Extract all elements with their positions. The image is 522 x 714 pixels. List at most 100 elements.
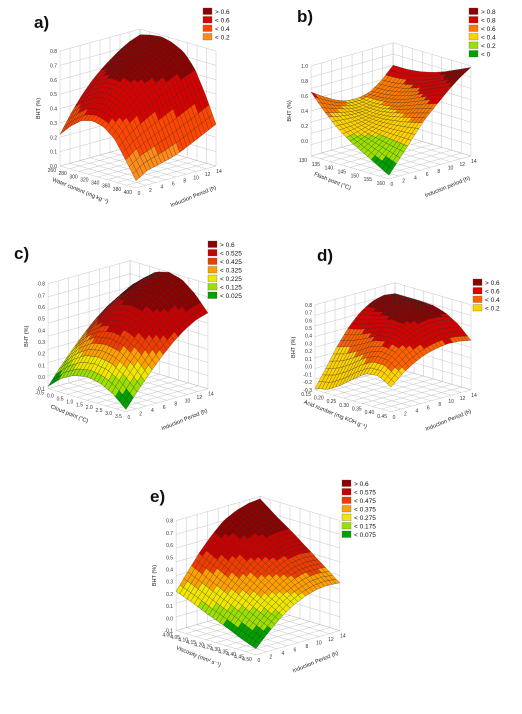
wall-gridline (310, 65, 394, 89)
legend: > 0.6< 0.575 < 0.475< 0.375 < 0.275< 0.175… (341, 479, 376, 539)
z-tick-label: -0.1 (303, 372, 312, 378)
z-tick-label: 0.7 (305, 311, 312, 317)
y-tick-label: 4.45 (234, 654, 244, 660)
legend-label: < 0.025 (220, 293, 242, 300)
x-tick-label: 14 (216, 169, 222, 175)
wall-gridline (176, 496, 261, 521)
y-tick-label: 155 (364, 177, 373, 183)
x-tick-label: 4 (151, 408, 154, 414)
x-tick-label: 10 (448, 399, 454, 405)
z-tick-label: 0.7 (166, 531, 173, 537)
z-tick-label: 0.4 (166, 567, 173, 573)
y-tick-label: 4.00 (162, 633, 172, 639)
x-tick-label: 4 (282, 651, 285, 657)
y-tick-label: 0.5 (57, 396, 64, 402)
legend-label: > 0.6 (215, 9, 230, 16)
z-tick-label: 0.4 (301, 109, 308, 115)
z-tick-label: 0.2 (305, 349, 312, 355)
z-tick-label: 0.8 (50, 49, 57, 55)
z-tick-label: 0.0 (166, 616, 173, 622)
z-tick-label: 0.3 (166, 580, 173, 586)
z-tick-label: 0.2 (301, 124, 308, 130)
legend-swatch (468, 50, 479, 58)
plot-area: 024681012144.004.054.104.154.204.254.304… (152, 496, 346, 674)
legend-label: < 0.4 (481, 34, 496, 41)
legend-label: < 0.375 (354, 506, 376, 513)
z-axis-label: BHT (%) (24, 325, 30, 346)
legend-swatch (468, 24, 479, 32)
legend-label: < 0.4 (215, 26, 230, 33)
x-tick-label: 6 (427, 405, 430, 411)
y-tick-label: 0.40 (365, 410, 375, 416)
x-axis-label: Induction Period (h) (425, 409, 473, 433)
plot-area: 0 2 4 6 8 10 12 14 130 135 140 145 150 155 160 0.0 0.2 0.… (287, 42, 477, 200)
z-tick-label: 0.5 (50, 92, 57, 98)
floor-gridline (394, 367, 472, 390)
z-axis-label: BHT (%) (291, 336, 297, 357)
y-tick-label: 4.15 (186, 640, 196, 646)
legend-label: > 0.6 (354, 481, 369, 488)
wall-gridline (310, 53, 394, 78)
surface-chart-d: 0 2 4 6 8 10 12 14 0.150.200.250.300.350.400.45 -… (291, 246, 500, 433)
y-tick-label: 0.20 (314, 395, 324, 401)
legend-label: < 0.4 (485, 297, 500, 304)
y-tick-label: 135 (312, 162, 321, 168)
legend-swatch (341, 522, 352, 530)
x-tick-label: 8 (438, 402, 441, 408)
y-tick-label: 360 (102, 184, 111, 190)
legend-swatch (468, 7, 479, 15)
x-tick-label: 8 (306, 644, 309, 650)
z-tick-label: 0.2 (50, 135, 57, 141)
surface-mesh (59, 34, 217, 182)
wall-gridline (314, 282, 396, 305)
wall-gridline (392, 42, 472, 67)
legend-swatch (341, 479, 352, 487)
z-axis-label: BHT (%) (36, 98, 42, 119)
panel-label: e) (150, 487, 165, 506)
z-tick-label: 0.5 (38, 317, 45, 323)
y-tick-label: 260 (48, 168, 57, 174)
legend-swatch (472, 304, 483, 312)
legend-swatch (207, 291, 218, 299)
legend-swatch (207, 274, 218, 282)
z-tick-label: 0.6 (38, 305, 45, 311)
legend-swatch (472, 287, 483, 295)
legend-swatch (468, 16, 479, 24)
x-tick-label: 10 (193, 175, 199, 181)
legend-label: < 0.6 (215, 17, 230, 24)
z-tick-label: 0.8 (301, 79, 308, 85)
wall-gridline (59, 28, 141, 52)
y-tick-label: 160 (377, 181, 386, 187)
y-tick-label: 340 (91, 181, 100, 187)
y-tick-label: 300 (69, 174, 78, 180)
x-tick-label: 6 (172, 182, 175, 188)
z-tick-label: 0.7 (38, 293, 45, 299)
panel-label: c) (14, 244, 29, 263)
x-tick-label: 2 (149, 188, 152, 194)
axis-ticks: 024681012144.004.054.104.154.204.254.304… (162, 519, 346, 664)
y-axis-label: Cloud point (°C) (50, 404, 89, 425)
x-tick-label: 12 (205, 172, 211, 178)
y-tick-label: 145 (338, 169, 347, 175)
z-tick-label: 0.1 (50, 150, 57, 156)
y-tick-label: 140 (325, 166, 334, 172)
wall-gridline (310, 42, 394, 67)
surface-cell (252, 640, 260, 649)
x-tick-label: 0 (128, 415, 131, 421)
axis-ticks: 0 2 4 6 8 10 12 14 130 135 140 145 150 155 160 0.0 0.2 0.… (299, 64, 477, 188)
x-axis-label: Induction period (h) (424, 176, 471, 200)
surface-cell (387, 379, 395, 388)
legend-swatch (341, 505, 352, 513)
z-tick-label: 0.8 (305, 303, 312, 309)
x-tick-label: 12 (328, 637, 334, 643)
y-tick-label: 4.05 (170, 635, 180, 641)
z-tick-label: 0.8 (38, 282, 45, 288)
y-tick-label: 280 (59, 171, 68, 177)
legend-label: < 0.325 (220, 267, 242, 274)
surface-cell (122, 399, 130, 410)
legend-swatch (341, 488, 352, 496)
x-tick-label: 8 (174, 402, 177, 408)
y-tick-label: 4.30 (210, 647, 220, 653)
wall-gridline (47, 260, 131, 284)
x-axis-label: Induction Period (h) (170, 185, 218, 209)
